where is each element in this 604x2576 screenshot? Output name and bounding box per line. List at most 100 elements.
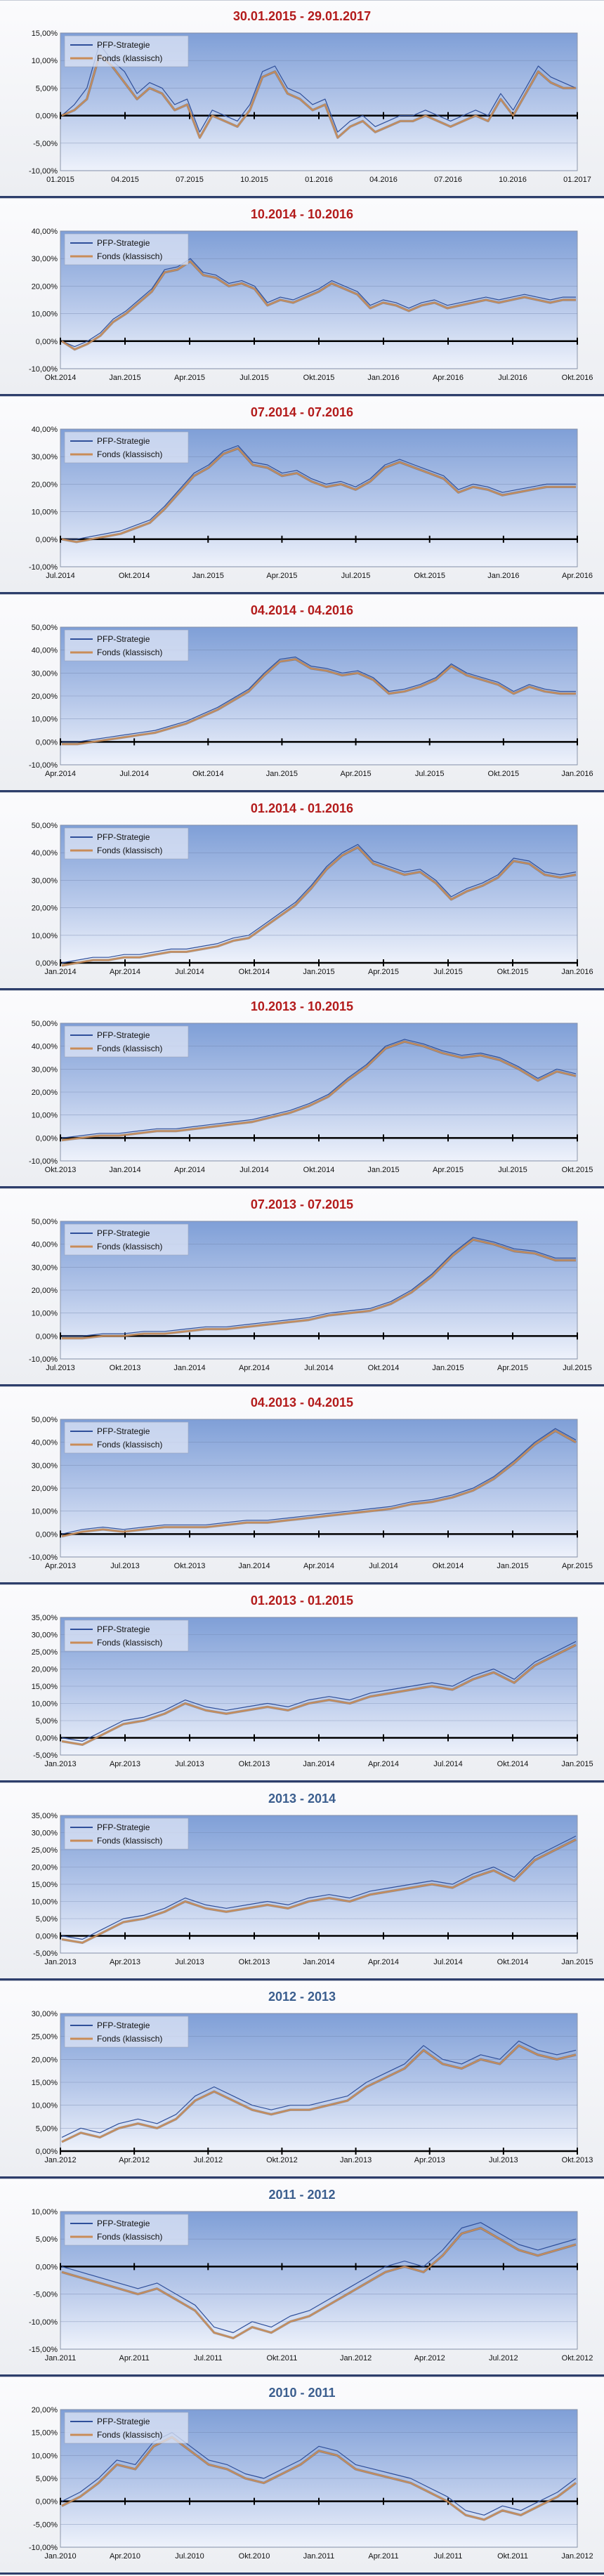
- y-tick-label: 10,00%: [32, 2208, 58, 2216]
- x-tick-label: Apr.2015: [562, 1562, 593, 1570]
- y-tick-label: 0,00%: [36, 2263, 58, 2271]
- series-line-fonds: [61, 1041, 577, 1141]
- series-line-fonds: [61, 1430, 577, 1537]
- legend-box: [64, 629, 189, 662]
- y-tick-label: 20,00%: [32, 1089, 58, 1097]
- x-tick-label: Jan.2013: [44, 1958, 76, 1966]
- x-tick-label: Okt.2016: [562, 374, 593, 382]
- series-line-fonds: [61, 54, 576, 138]
- legend-box: [64, 1619, 189, 1652]
- y-tick-label: 25,00%: [32, 1648, 58, 1657]
- x-tick-label: 07.2016: [434, 176, 462, 184]
- x-tick-label: Jan.2015: [303, 968, 334, 976]
- series-line-fonds: [61, 1839, 577, 1944]
- legend-label: Fonds (klassisch): [97, 1836, 162, 1846]
- chart-panel: 2012 - 2013 30,00% 25,00% 20,00% 15,00% 10,00…: [0, 1980, 604, 2179]
- series-line-fonds: [61, 2044, 577, 2143]
- x-tick-label: Jan.2014: [303, 1958, 334, 1966]
- x-tick-label: 01.2017: [563, 176, 591, 184]
- x-tick-label: Okt.2014: [192, 770, 224, 778]
- y-tick-label: 20,00%: [32, 1287, 58, 1295]
- chart-svg: 10.2013 - 10.2015 50,00% 40,00% 30,00% 20,00…: [29, 999, 593, 1174]
- x-tick-label: Okt.2014: [433, 1562, 464, 1570]
- y-tick-label: 50,00%: [32, 822, 58, 830]
- y-tick-label: 30,00%: [32, 255, 58, 263]
- legend-label: Fonds (klassisch): [97, 2430, 162, 2440]
- x-tick-label: Jul.2014: [304, 1364, 334, 1372]
- y-tick-label: 0,00%: [36, 2148, 58, 2156]
- y-tick-label: 10,00%: [32, 2102, 58, 2110]
- y-tick-label: 0,00%: [36, 1530, 58, 1539]
- y-tick-label: 10,00%: [32, 57, 58, 65]
- y-tick-label: 20,00%: [32, 905, 58, 913]
- legend-label: Fonds (klassisch): [97, 449, 162, 459]
- x-tick-label: Okt.2015: [414, 572, 445, 580]
- y-tick-label: -10,00%: [29, 563, 58, 572]
- x-tick-label: Jul.2014: [239, 1166, 269, 1174]
- x-tick-label: Okt.2013: [45, 1166, 77, 1174]
- x-tick-label: 10.2015: [240, 176, 268, 184]
- y-tick-label: 30,00%: [32, 1263, 58, 1272]
- x-tick-label: Apr.2015: [266, 572, 297, 580]
- series-line-fonds: [62, 658, 576, 745]
- y-tick-label: -5,00%: [33, 1752, 58, 1760]
- y-tick-label: 40,00%: [32, 228, 58, 236]
- legend-label: PFP-Strategie: [97, 1822, 150, 1832]
- y-tick-label: 40,00%: [32, 849, 58, 857]
- chart-panel: 2010 - 2011 20,00% 15,00% 10,00% 5,00% 0,00% -…: [0, 2377, 604, 2575]
- series-line-pfp: [62, 656, 576, 742]
- y-tick-label: 10,00%: [32, 1508, 58, 1516]
- legend-box: [64, 1223, 189, 1256]
- y-tick-label: 10,00%: [32, 1112, 58, 1120]
- x-tick-label: Jan.2010: [44, 2552, 76, 2561]
- x-tick-label: 10.2016: [499, 176, 527, 184]
- chart-panel: 10.2013 - 10.2015 50,00% 40,00% 30,00% 20,00…: [0, 990, 604, 1188]
- y-tick-label: -5,00%: [33, 140, 58, 148]
- legend-label: PFP-Strategie: [97, 634, 150, 644]
- y-tick-label: 15,00%: [32, 1683, 58, 1691]
- y-tick-label: 20,00%: [32, 692, 58, 701]
- y-tick-label: 10,00%: [32, 1310, 58, 1318]
- y-tick-label: 50,00%: [32, 1416, 58, 1424]
- legend-box: [64, 2016, 189, 2048]
- x-tick-label: Jan.2015: [561, 1958, 593, 1966]
- x-tick-label: 01.2015: [46, 176, 74, 184]
- chart-panel: 04.2014 - 04.2016 50,00% 40,00% 30,00% 20,00…: [0, 594, 604, 792]
- x-tick-label: Okt.2014: [368, 1364, 400, 1372]
- y-tick-label: 0,00%: [36, 959, 58, 968]
- x-tick-label: Jul.2015: [341, 572, 371, 580]
- x-tick-label: Jan.2011: [303, 2552, 334, 2561]
- y-tick-label: 30,00%: [32, 1065, 58, 1074]
- x-tick-label: Okt.2011: [497, 2552, 528, 2561]
- chart-svg: 04.2014 - 04.2016 50,00% 40,00% 30,00% 20,00…: [29, 603, 593, 778]
- x-tick-label: Jan.2012: [561, 2552, 593, 2561]
- x-tick-label: Apr.2012: [414, 2354, 445, 2363]
- x-tick-label: Apr.2016: [433, 374, 464, 382]
- x-tick-label: Apr.2014: [303, 1562, 334, 1570]
- y-tick-label: 5,00%: [36, 2124, 58, 2133]
- x-tick-label: 04.2016: [369, 176, 398, 184]
- chart-panel: 07.2014 - 07.2016 40,00% 30,00% 20,00% 10,00…: [0, 396, 604, 594]
- y-tick-label: 10,00%: [32, 1898, 58, 1907]
- x-tick-label: Jul.2014: [119, 770, 149, 778]
- x-tick-label: Apr.2014: [239, 1364, 270, 1372]
- x-tick-label: Jan.2014: [109, 1166, 140, 1174]
- x-tick-label: Jul.2014: [433, 1760, 463, 1768]
- series-line-pfp: [61, 2222, 577, 2334]
- y-tick-label: 40,00%: [32, 647, 58, 655]
- x-tick-label: 07.2015: [176, 176, 204, 184]
- legend-box: [64, 1025, 189, 1058]
- x-tick-label: Apr.2013: [110, 1958, 140, 1966]
- y-tick-label: 15,00%: [32, 29, 58, 38]
- y-tick-label: 5,00%: [36, 2235, 58, 2244]
- x-tick-label: Okt.2014: [119, 572, 150, 580]
- x-tick-label: Okt.2013: [110, 1364, 141, 1372]
- x-tick-label: Jan.2014: [173, 1364, 205, 1372]
- y-tick-label: 35,00%: [32, 1812, 58, 1820]
- x-tick-label: Apr.2011: [368, 2552, 398, 2561]
- x-tick-label: Jan.2015: [561, 1760, 593, 1768]
- legend-label: PFP-Strategie: [97, 1426, 150, 1436]
- x-tick-label: Okt.2014: [303, 1166, 335, 1174]
- x-tick-label: Okt.2013: [174, 1562, 206, 1570]
- legend-box: [64, 431, 189, 464]
